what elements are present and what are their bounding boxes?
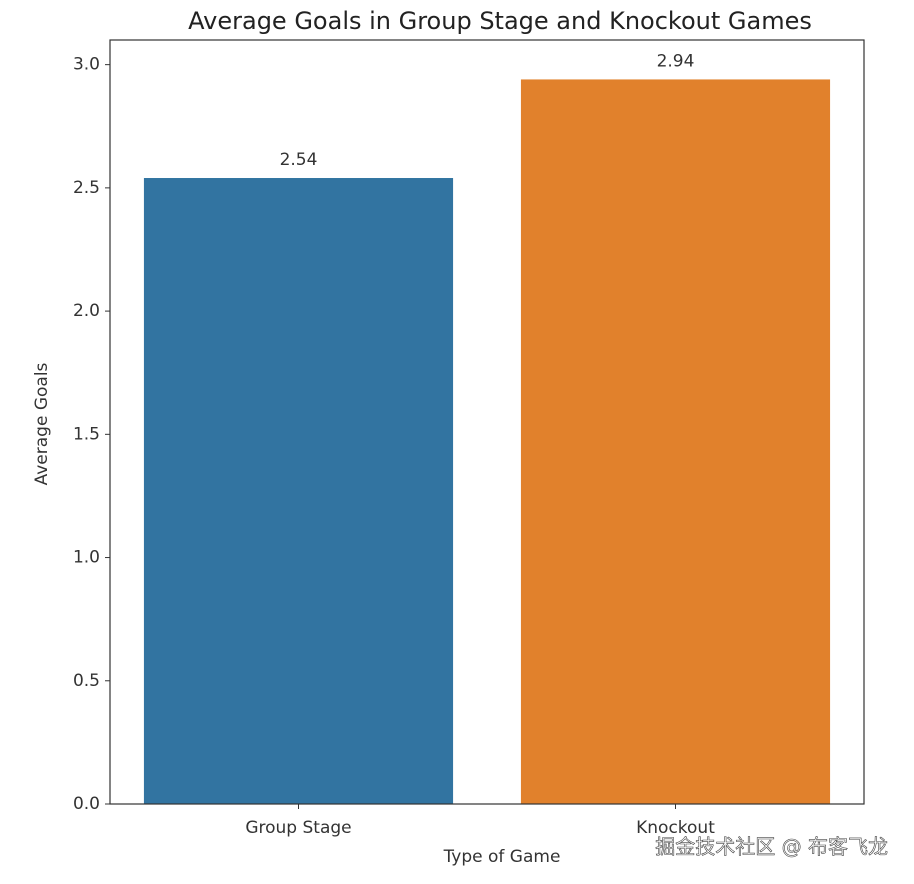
data-label: 2.54 [280,150,318,170]
y-tick-label: 1.0 [73,548,100,568]
chart-title: Average Goals in Group Stage and Knockou… [188,7,812,35]
y-tick-label: 2.0 [73,301,100,321]
y-tick-label: 0.0 [73,794,100,814]
y-tick-label: 0.5 [73,671,100,691]
watermark: 掘金技术社区 @ 布客飞龙 [655,835,888,859]
bar [520,79,831,805]
data-label: 2.94 [657,51,695,71]
y-tick-label: 2.5 [73,178,100,198]
x-axis-label: Type of Game [443,847,561,867]
y-axis-label: Average Goals [32,362,52,485]
y-tick-label: 1.5 [73,424,100,444]
plot-frame [109,39,865,805]
y-tick-label: 3.0 [73,55,100,75]
x-tick-label: Group Stage [245,818,351,838]
bar [143,178,454,804]
x-tick-label: Knockout [636,818,715,838]
